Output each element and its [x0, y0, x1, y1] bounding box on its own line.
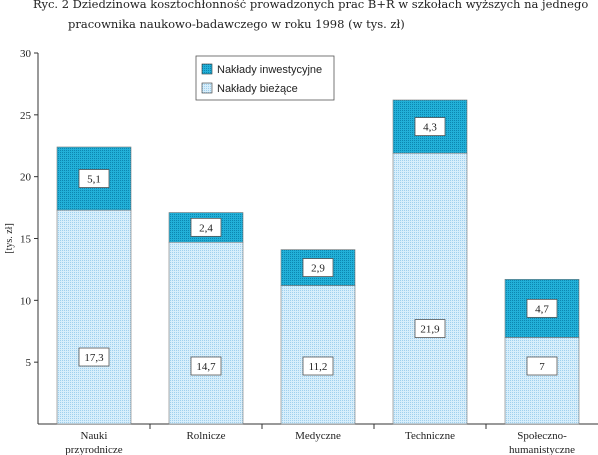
bar-current — [392, 152, 468, 425]
value-label-current: 11,2 — [309, 361, 328, 373]
x-category-label: Rolnicze — [186, 430, 225, 442]
value-label-investment: 2,4 — [199, 222, 213, 234]
chart-title-line1: Ryc. 2 Dziedzinowa kosztochłonność prowa… — [33, 0, 589, 11]
value-label-box-current — [414, 319, 446, 338]
value-label-box-investment — [414, 117, 446, 136]
y-tick-label: 15 — [20, 234, 32, 246]
bar-current — [168, 241, 244, 425]
value-label-investment: 4,7 — [535, 303, 549, 315]
value-labels: 17,3 5,1 14,7 2,4 11,2 2,9 21,9 4,3 7 4,7 — [78, 117, 558, 376]
y-tick-label: 20 — [20, 172, 32, 184]
value-label-box-investment — [526, 298, 558, 318]
value-label-box-investment — [190, 217, 222, 237]
x-category-label: przyrodnicze — [65, 444, 123, 455]
value-label-current: 21,9 — [420, 324, 440, 336]
legend-swatch-investment — [201, 63, 213, 75]
x-category-label: Medyczne — [295, 430, 341, 442]
axes: 5 10 15 20 25 30 [tys. zł] Nauki przyrodnicze Rol… — [4, 48, 598, 455]
bars — [56, 99, 580, 425]
chart-title-line2: pracownika naukowo-badawczego w roku 199… — [68, 17, 405, 31]
x-category-label: Techniczne — [405, 430, 455, 442]
value-label-investment: 4,3 — [423, 122, 437, 134]
value-label-box-current — [190, 356, 222, 376]
x-category-label: humanistyczne — [509, 444, 575, 455]
y-tick-label: 10 — [20, 295, 32, 307]
value-label-box-current — [302, 356, 334, 376]
y-tick-label: 30 — [20, 48, 32, 60]
bar-current — [280, 285, 356, 425]
x-category-label: Nauki — [81, 430, 108, 442]
legend-swatch-current — [201, 82, 213, 94]
bar-current — [56, 209, 132, 425]
value-label-box-investment — [302, 258, 334, 277]
bar-current — [504, 337, 580, 425]
y-tick-label: 25 — [20, 110, 32, 122]
value-label-investment: 5,1 — [87, 174, 101, 186]
value-label-box-investment — [78, 169, 110, 188]
value-label-current: 14,7 — [196, 361, 216, 373]
legend-label-current: Nakłady bieżące — [217, 83, 298, 95]
legend-label-investment: Nakłady inwestycyjne — [217, 64, 322, 76]
bar-investment — [504, 279, 580, 338]
y-axis-label: [tys. zł] — [4, 223, 15, 254]
value-label-current: 17,3 — [84, 352, 104, 364]
value-label-box-current — [526, 356, 558, 376]
y-tick-label: 5 — [26, 357, 32, 369]
value-label-current: 7 — [539, 361, 545, 373]
value-label-investment: 2,9 — [311, 263, 325, 275]
x-category-label: Społeczno- — [517, 430, 567, 442]
legend-box — [195, 55, 335, 101]
legend: Nakłady inwestycyjne Nakłady bieżące — [195, 55, 335, 101]
value-label-box-current — [78, 347, 110, 367]
